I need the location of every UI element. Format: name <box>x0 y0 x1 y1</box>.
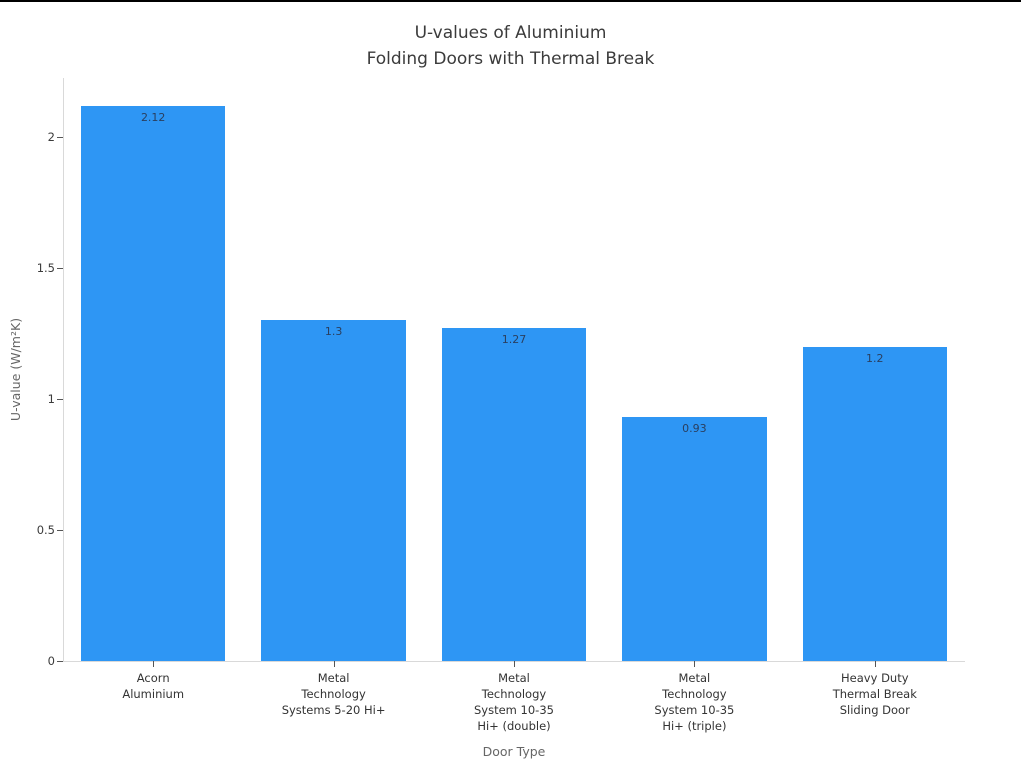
x-category-label: Acorn Aluminium <box>122 671 185 701</box>
x-category-label: Heavy Duty Thermal Break Sliding Door <box>832 671 917 717</box>
bar-value-label: 1.3 <box>324 325 343 339</box>
y-tick-label: 1.5 <box>36 261 55 276</box>
x-tick-mark <box>153 661 155 667</box>
bar <box>81 105 226 661</box>
y-tick-mark <box>57 137 63 139</box>
x-axis-title: Door Type <box>482 744 546 759</box>
y-axis-line <box>63 78 64 661</box>
top-edge-line <box>0 0 1021 2</box>
y-tick-label: 1 <box>47 392 55 407</box>
y-tick-label: 2 <box>47 130 55 145</box>
y-tick-mark <box>57 661 63 662</box>
bar-value-label: 1.27 <box>501 333 527 347</box>
y-tick-label: 0.5 <box>36 523 55 538</box>
y-axis-title: U-value (W/m²K) <box>8 317 23 422</box>
bar-value-label: 0.93 <box>682 422 707 436</box>
bar-value-label: 2.12 <box>140 110 166 124</box>
bar <box>802 346 947 661</box>
y-tick-label: 0 <box>47 654 55 668</box>
x-tick-mark <box>514 661 515 667</box>
bar <box>261 320 406 661</box>
x-category-label: Metal Technology Systems 5-20 Hi+ <box>281 671 386 717</box>
bar-value-label: 1.2 <box>866 351 884 365</box>
x-tick-mark <box>874 661 876 667</box>
bar <box>441 328 587 661</box>
bar <box>622 417 767 661</box>
x-tick-mark <box>333 661 335 667</box>
y-tick-mark <box>57 268 63 270</box>
y-tick-mark <box>57 399 63 401</box>
x-category-label: Metal Technology System 10-35 Hi+ (tripl… <box>654 671 735 733</box>
x-tick-mark <box>694 661 696 667</box>
y-tick-mark <box>57 530 63 532</box>
chart-title: U-values of Aluminium Folding Doors with… <box>366 23 655 69</box>
x-category-label: Metal Technology System 10-35 Hi+ (doubl… <box>474 671 554 733</box>
